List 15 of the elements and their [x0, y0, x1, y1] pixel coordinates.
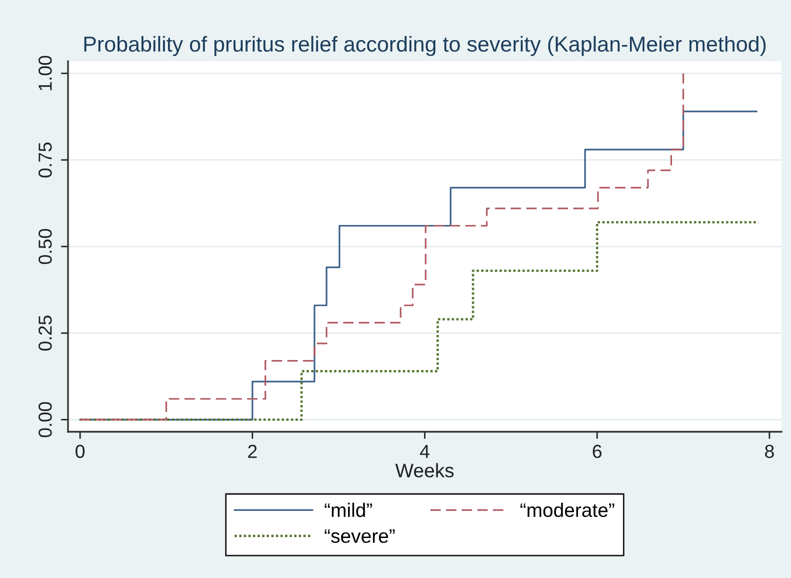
legend-label: “severe” [324, 529, 395, 543]
x-tick-label: 2 [248, 444, 257, 458]
legend-label: “mild” [324, 502, 372, 518]
x-axis-title: Weeks [395, 463, 454, 478]
y-tick-label: 0.25 [38, 316, 52, 351]
x-tick-label: 6 [592, 444, 602, 458]
x-tick-label: 0 [76, 444, 85, 458]
x-tick-label: 8 [765, 444, 774, 458]
y-tick-label: 0.00 [38, 402, 52, 438]
y-tick-label: 0.50 [38, 229, 52, 264]
y-tick-label: 1.00 [38, 56, 52, 90]
x-tick-label: 4 [420, 444, 430, 458]
chart-title: Probability of pruritus relief according to severity (Kaplan-Meier method) [84, 36, 766, 56]
y-tick-label: 0.75 [38, 142, 52, 178]
legend-label: “moderate” [520, 502, 614, 518]
